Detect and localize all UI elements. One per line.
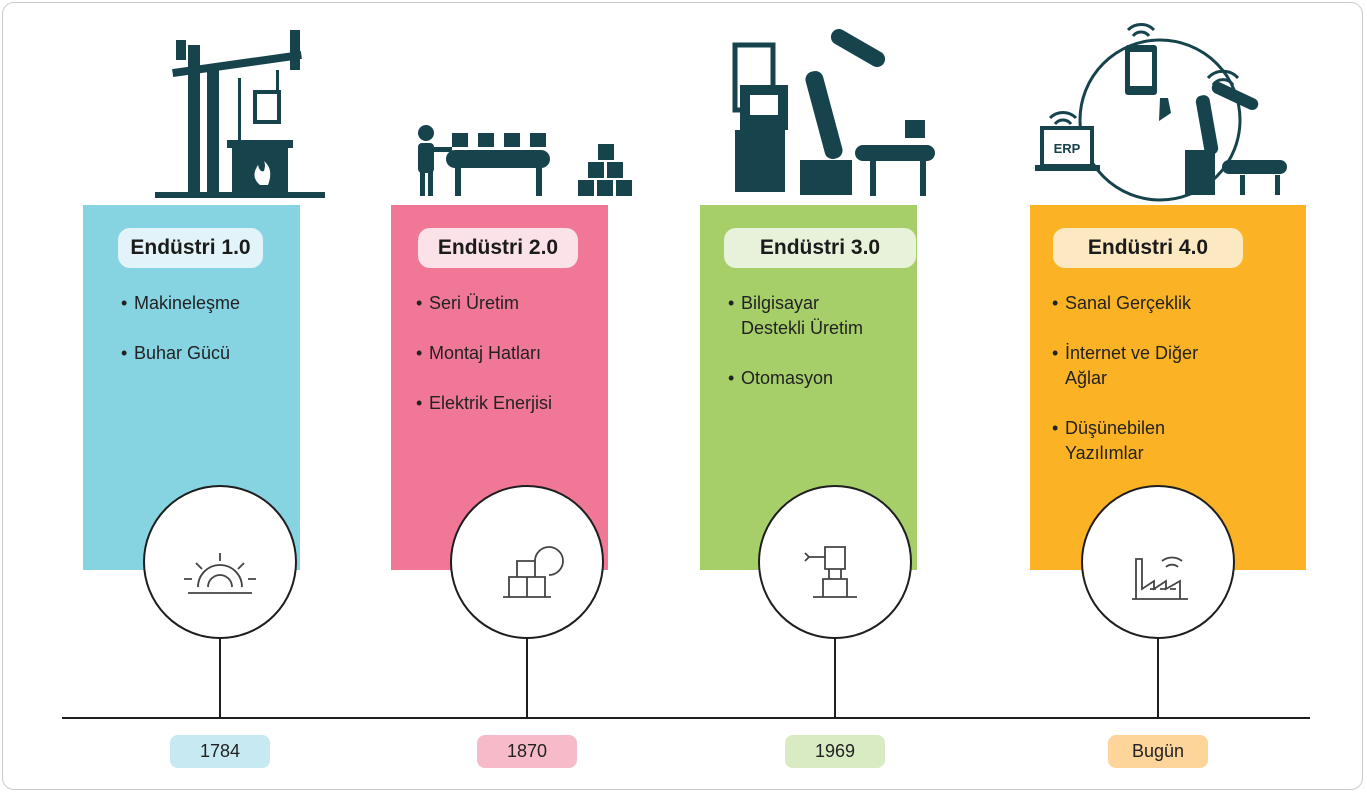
icon-circle	[1082, 486, 1234, 638]
icon-circle	[144, 486, 296, 638]
year-label: Bugün	[1108, 735, 1208, 768]
year-label: 1870	[477, 735, 577, 768]
timeline	[62, 486, 1310, 718]
illustrations	[155, 26, 1287, 200]
icon-circle	[451, 486, 603, 638]
year-label: 1969	[785, 735, 885, 768]
artwork: ERP	[0, 0, 1367, 794]
page: Endüstri 1.0MakineleşmeBuhar GücüEndüstr…	[0, 0, 1367, 794]
year-label: 1784	[170, 735, 270, 768]
icon-label: ERP	[1054, 141, 1081, 156]
icon-circle	[759, 486, 911, 638]
